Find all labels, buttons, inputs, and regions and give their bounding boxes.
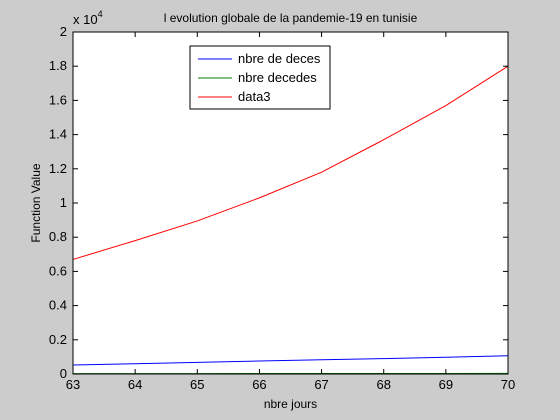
legend-label-1: nbre de deces xyxy=(238,51,321,66)
series-line-1 xyxy=(72,355,509,366)
x-tick-label: 69 xyxy=(439,377,453,392)
series-line-3 xyxy=(72,65,509,260)
x-tick-label: 65 xyxy=(190,377,204,392)
legend-label-2: nbre decedes xyxy=(238,70,317,85)
x-tick-label: 67 xyxy=(314,377,328,392)
x-axis: 63 64 65 66 67 68 69 70 xyxy=(66,32,515,392)
x-tick-label: 70 xyxy=(501,377,515,392)
y-tick-label: 1.6 xyxy=(49,92,67,107)
y-tick-label: 0.6 xyxy=(49,263,67,278)
y-axis: 0 0.2 0.4 0.6 0.8 1 1.2 1.4 1.6 1.8 2 xyxy=(49,24,508,381)
y-tick-label: 1.8 xyxy=(49,58,67,73)
legend: nbre de deces nbre decedes data3 xyxy=(189,45,331,110)
y-tick-label: 1 xyxy=(60,195,67,210)
x-axis-label: nbre jours xyxy=(264,397,317,411)
y-tick-label: 0.2 xyxy=(49,332,67,347)
y-axis-label: Function Value xyxy=(29,163,43,242)
y-multiplier-base: x 10 xyxy=(73,12,98,27)
y-tick-label: 1.4 xyxy=(49,127,67,142)
legend-label-3: data3 xyxy=(238,89,271,104)
chart-title: l evolution globale de la pandemie-19 en… xyxy=(164,11,418,25)
x-tick-label: 68 xyxy=(376,377,390,392)
y-multiplier-exponent: 4 xyxy=(98,9,103,19)
y-tick-label: 0.8 xyxy=(49,229,67,244)
x-tick-label: 63 xyxy=(66,377,80,392)
x-tick-label: 64 xyxy=(128,377,142,392)
y-tick-label: 2 xyxy=(60,24,67,39)
y-tick-label: 0.4 xyxy=(49,298,67,313)
y-tick-label: 1.2 xyxy=(49,161,67,176)
y-tick-label: 0 xyxy=(60,366,67,381)
y-axis-multiplier: x 104 xyxy=(73,9,103,27)
x-tick-label: 66 xyxy=(252,377,266,392)
